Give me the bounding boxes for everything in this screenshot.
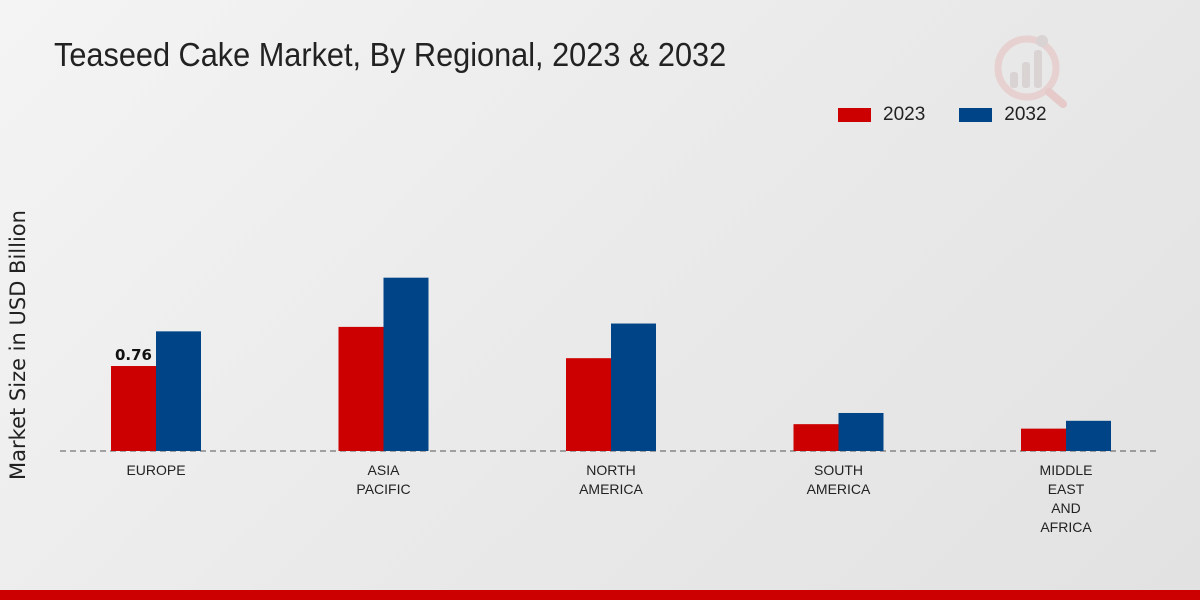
bar-2032-3 bbox=[838, 412, 884, 451]
x-tick-label-0: EUROPE bbox=[126, 462, 185, 478]
bar-2023-3 bbox=[793, 424, 839, 451]
legend-swatch-2023 bbox=[838, 108, 871, 122]
legend-item-2032: 2032 bbox=[959, 104, 1047, 126]
bar-2032-1 bbox=[383, 277, 429, 451]
bar-2023-1 bbox=[338, 326, 384, 451]
x-tick-label-4: MIDDLE EAST AND AFRICA bbox=[1040, 462, 1093, 535]
bar-2032-2 bbox=[611, 323, 656, 451]
bar-2023-0 bbox=[111, 366, 156, 451]
bar-2023-2 bbox=[566, 358, 611, 451]
legend-label-2023: 2023 bbox=[883, 104, 926, 125]
chart-title: Teaseed Cake Market, By Regional, 2023 &… bbox=[54, 36, 727, 73]
bar-2023-4 bbox=[1021, 428, 1066, 451]
bar-2032-0 bbox=[156, 331, 201, 451]
x-tick-label-3: SOUTH AMERICA bbox=[807, 462, 871, 497]
brand-logo-icon bbox=[994, 35, 1067, 108]
legend: 2023 2032 bbox=[838, 104, 1081, 126]
x-tick-label-2: NORTH AMERICA bbox=[579, 462, 643, 497]
data-label-0: 0.76 bbox=[115, 346, 152, 364]
legend-label-2032: 2032 bbox=[1004, 104, 1047, 125]
bottom-accent-bar bbox=[0, 590, 1200, 600]
legend-item-2023: 2023 bbox=[838, 104, 925, 126]
bar-2032-4 bbox=[1066, 420, 1111, 451]
legend-swatch-2032 bbox=[959, 108, 993, 122]
x-tick-label-1: ASIA PACIFIC bbox=[356, 462, 410, 497]
